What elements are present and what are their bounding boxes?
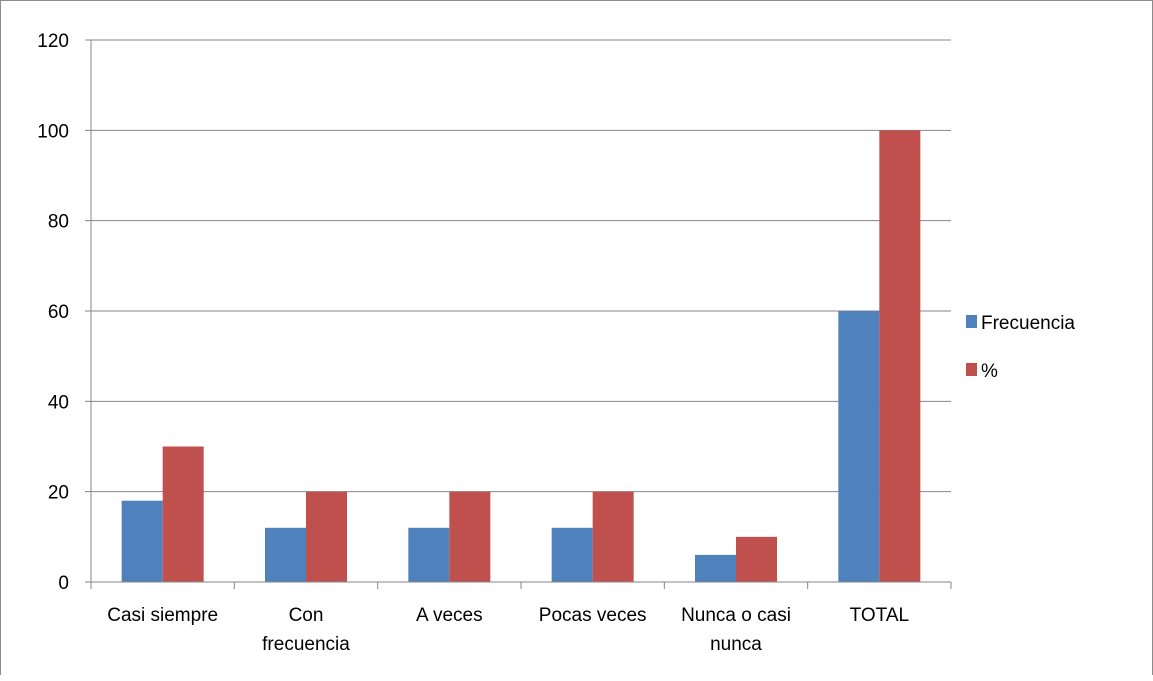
y-tick-label: 80	[48, 212, 69, 233]
y-tick-label: 0	[58, 573, 69, 594]
legend: Frecuencia%	[966, 313, 1075, 382]
x-tick-label: TOTAL	[850, 605, 909, 626]
x-tick-label: Nunca o casi	[681, 605, 791, 626]
x-tick-label: Pocas veces	[539, 605, 647, 626]
gridlines	[85, 39, 951, 493]
tick-labels: 0 20 40 60 80 100 120 Casi siempre Con frecuencia…	[37, 31, 909, 655]
bars	[121, 130, 921, 583]
y-tick-label: 100	[37, 121, 69, 142]
bar-frecuencia	[265, 527, 306, 582]
legend-swatch	[966, 363, 977, 376]
legend-swatch	[966, 315, 977, 328]
bar-frecuencia	[695, 554, 736, 582]
y-tick-label: 40	[48, 392, 69, 413]
bar-frecuencia	[408, 527, 450, 582]
x-tick-label: nunca	[710, 634, 762, 655]
legend-label: %	[981, 361, 998, 382]
legend-label: Frecuencia	[981, 313, 1075, 334]
y-tick-label: 60	[48, 302, 69, 323]
x-tick-label: frecuencia	[262, 634, 350, 655]
bar-porcentaje	[592, 491, 634, 582]
y-tick-label: 120	[37, 31, 69, 52]
bar-porcentaje	[306, 491, 347, 582]
x-tick-label: Casi siempre	[107, 605, 218, 626]
bar-porcentaje	[736, 536, 777, 582]
y-tick-label: 20	[48, 483, 69, 504]
x-tick-label: A veces	[416, 605, 483, 626]
bar-porcentaje	[449, 491, 491, 582]
bar-frecuencia	[121, 500, 163, 582]
x-tick-label: Con	[289, 605, 324, 626]
axes	[85, 40, 952, 589]
bar-porcentaje	[879, 130, 921, 583]
bar-porcentaje	[162, 446, 204, 582]
bar-frecuencia	[838, 311, 880, 582]
bar-frecuencia	[551, 527, 593, 582]
